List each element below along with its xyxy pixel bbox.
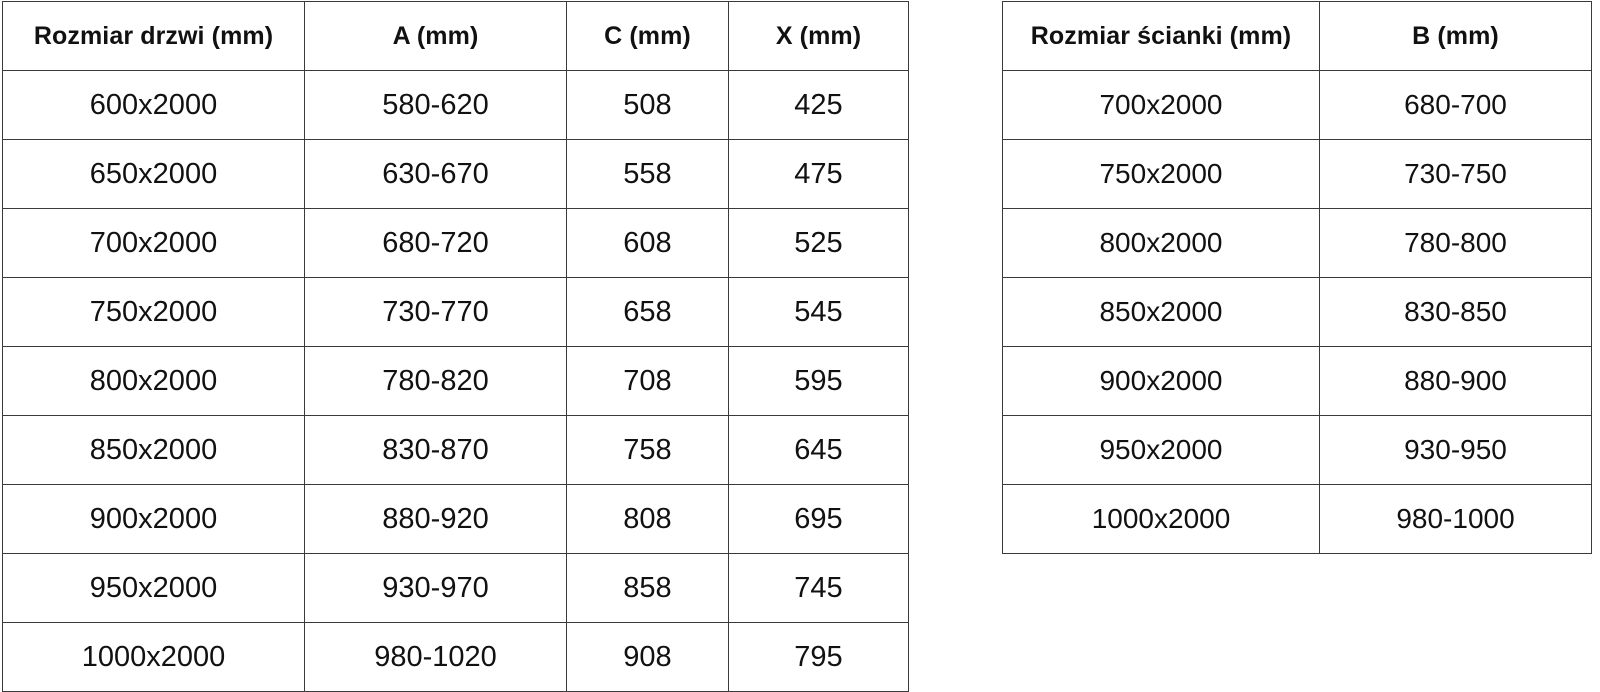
cell-a: 780-820 bbox=[304, 346, 567, 416]
table-row: 1000x2000 980-1000 bbox=[1002, 484, 1592, 554]
cell-door-size: 1000x2000 bbox=[2, 622, 305, 692]
cell-x: 525 bbox=[728, 208, 909, 278]
column-header-x: X (mm) bbox=[728, 1, 909, 71]
doors-dimensions-table: Rozmiar drzwi (mm) A (mm) C (mm) X (mm) … bbox=[2, 1, 909, 692]
cell-x: 645 bbox=[728, 415, 909, 485]
cell-x: 425 bbox=[728, 70, 909, 140]
cell-x: 545 bbox=[728, 277, 909, 347]
cell-door-size: 700x2000 bbox=[2, 208, 305, 278]
cell-wall-size: 900x2000 bbox=[1002, 346, 1320, 416]
cell-wall-size: 950x2000 bbox=[1002, 415, 1320, 485]
cell-b: 930-950 bbox=[1319, 415, 1592, 485]
table-row: 850x2000 830-850 bbox=[1002, 277, 1592, 347]
cell-b: 980-1000 bbox=[1319, 484, 1592, 554]
cell-c: 758 bbox=[566, 415, 729, 485]
cell-c: 858 bbox=[566, 553, 729, 623]
cell-c: 658 bbox=[566, 277, 729, 347]
cell-a: 630-670 bbox=[304, 139, 567, 209]
cell-c: 808 bbox=[566, 484, 729, 554]
cell-x: 595 bbox=[728, 346, 909, 416]
table-row: 900x2000 880-900 bbox=[1002, 346, 1592, 416]
cell-wall-size: 700x2000 bbox=[1002, 70, 1320, 140]
cell-a: 730-770 bbox=[304, 277, 567, 347]
cell-b: 880-900 bbox=[1319, 346, 1592, 416]
table-row: 900x2000 880-920 808 695 bbox=[2, 484, 909, 554]
walls-table-header: Rozmiar ścianki (mm) B (mm) bbox=[1002, 1, 1592, 71]
cell-a: 830-870 bbox=[304, 415, 567, 485]
cell-c: 608 bbox=[566, 208, 729, 278]
cell-b: 830-850 bbox=[1319, 277, 1592, 347]
table-row: 950x2000 930-950 bbox=[1002, 415, 1592, 485]
table-row: 650x2000 630-670 558 475 bbox=[2, 139, 909, 209]
cell-c: 708 bbox=[566, 346, 729, 416]
column-header-wall-size: Rozmiar ścianki (mm) bbox=[1002, 1, 1320, 71]
table-row: 750x2000 730-770 658 545 bbox=[2, 277, 909, 347]
cell-wall-size: 750x2000 bbox=[1002, 139, 1320, 209]
column-header-a: A (mm) bbox=[304, 1, 567, 71]
cell-b: 780-800 bbox=[1319, 208, 1592, 278]
table-row: 950x2000 930-970 858 745 bbox=[2, 553, 909, 623]
column-header-b: B (mm) bbox=[1319, 1, 1592, 71]
doors-table-body: 600x2000 580-620 508 425 650x2000 630-67… bbox=[2, 70, 909, 692]
table-row: 750x2000 730-750 bbox=[1002, 139, 1592, 209]
cell-door-size: 650x2000 bbox=[2, 139, 305, 209]
wall-panels-dimensions-table: Rozmiar ścianki (mm) B (mm) 700x2000 680… bbox=[1002, 1, 1592, 554]
cell-b: 730-750 bbox=[1319, 139, 1592, 209]
table-row: 800x2000 780-820 708 595 bbox=[2, 346, 909, 416]
table-row: 850x2000 830-870 758 645 bbox=[2, 415, 909, 485]
cell-wall-size: 1000x2000 bbox=[1002, 484, 1320, 554]
cell-door-size: 800x2000 bbox=[2, 346, 305, 416]
cell-door-size: 750x2000 bbox=[2, 277, 305, 347]
cell-wall-size: 850x2000 bbox=[1002, 277, 1320, 347]
table-row: 1000x2000 980-1020 908 795 bbox=[2, 622, 909, 692]
cell-c: 908 bbox=[566, 622, 729, 692]
column-header-door-size: Rozmiar drzwi (mm) bbox=[2, 1, 305, 71]
table-row: 800x2000 780-800 bbox=[1002, 208, 1592, 278]
table-row: 700x2000 680-720 608 525 bbox=[2, 208, 909, 278]
table-row: 600x2000 580-620 508 425 bbox=[2, 70, 909, 140]
column-header-c: C (mm) bbox=[566, 1, 729, 71]
cell-door-size: 900x2000 bbox=[2, 484, 305, 554]
cell-door-size: 600x2000 bbox=[2, 70, 305, 140]
table-row: 700x2000 680-700 bbox=[1002, 70, 1592, 140]
cell-x: 795 bbox=[728, 622, 909, 692]
cell-a: 980-1020 bbox=[304, 622, 567, 692]
doors-table-header: Rozmiar drzwi (mm) A (mm) C (mm) X (mm) bbox=[2, 1, 909, 71]
cell-a: 930-970 bbox=[304, 553, 567, 623]
table-header-row: Rozmiar ścianki (mm) B (mm) bbox=[1002, 1, 1592, 71]
table-header-row: Rozmiar drzwi (mm) A (mm) C (mm) X (mm) bbox=[2, 1, 909, 71]
walls-table-body: 700x2000 680-700 750x2000 730-750 800x20… bbox=[1002, 70, 1592, 554]
cell-c: 508 bbox=[566, 70, 729, 140]
cell-b: 680-700 bbox=[1319, 70, 1592, 140]
cell-door-size: 950x2000 bbox=[2, 553, 305, 623]
cell-x: 475 bbox=[728, 139, 909, 209]
cell-x: 745 bbox=[728, 553, 909, 623]
cell-door-size: 850x2000 bbox=[2, 415, 305, 485]
cell-c: 558 bbox=[566, 139, 729, 209]
cell-a: 680-720 bbox=[304, 208, 567, 278]
cell-wall-size: 800x2000 bbox=[1002, 208, 1320, 278]
cell-a: 580-620 bbox=[304, 70, 567, 140]
cell-a: 880-920 bbox=[304, 484, 567, 554]
cell-x: 695 bbox=[728, 484, 909, 554]
